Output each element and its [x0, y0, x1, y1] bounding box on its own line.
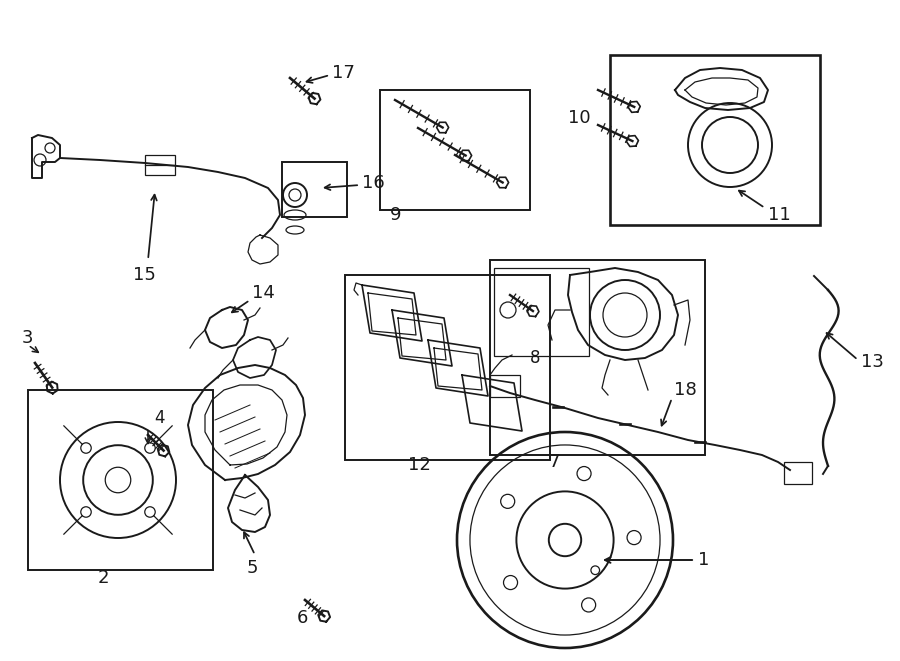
Text: 4: 4 — [154, 409, 165, 427]
Text: 13: 13 — [861, 353, 884, 371]
Text: 6: 6 — [297, 609, 309, 627]
Bar — [490, 375, 520, 397]
Text: 14: 14 — [252, 284, 274, 302]
Bar — [610, 55, 820, 225]
Text: 12: 12 — [408, 456, 431, 474]
Text: 3: 3 — [22, 329, 33, 347]
Text: 17: 17 — [332, 64, 355, 82]
Bar — [490, 260, 705, 455]
Text: 16: 16 — [362, 174, 385, 192]
Bar — [494, 268, 589, 356]
Bar — [28, 390, 213, 570]
Text: 2: 2 — [98, 569, 110, 587]
Text: 10: 10 — [568, 109, 590, 127]
Bar — [380, 90, 530, 210]
Bar — [345, 275, 550, 460]
Bar — [145, 155, 175, 175]
Text: 9: 9 — [390, 206, 401, 224]
Bar — [282, 162, 347, 217]
Text: 18: 18 — [674, 381, 697, 399]
Text: 11: 11 — [768, 206, 791, 224]
Bar — [784, 462, 812, 484]
Text: 5: 5 — [247, 559, 258, 577]
Text: 15: 15 — [133, 266, 156, 284]
Text: 7: 7 — [548, 453, 560, 471]
Text: 1: 1 — [698, 551, 709, 569]
Text: 8: 8 — [530, 349, 541, 367]
